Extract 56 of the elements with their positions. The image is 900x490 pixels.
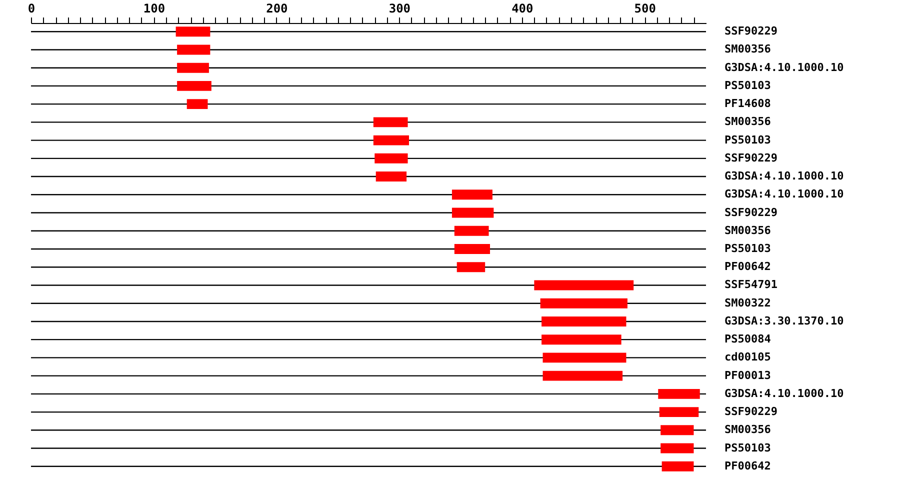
y-tick-label: PF14608 xyxy=(724,97,771,110)
bar xyxy=(374,153,408,164)
x-tick-label: 200 xyxy=(266,2,288,16)
bar xyxy=(542,352,626,363)
bar xyxy=(186,99,208,110)
y-tick-label: SSF90229 xyxy=(724,151,778,164)
bar xyxy=(659,407,699,418)
bar xyxy=(452,190,492,200)
bar xyxy=(452,208,494,218)
y-tick-label: SM00356 xyxy=(724,423,772,436)
bar xyxy=(454,226,489,236)
y-tick-label: G3DSA:4.10.1000.10 xyxy=(724,170,844,183)
bar xyxy=(542,370,623,381)
y-tick-label: SM00356 xyxy=(724,115,772,128)
y-tick-label: SM00356 xyxy=(724,224,772,237)
y-tick-label: SSF90229 xyxy=(724,206,778,219)
bar xyxy=(177,62,209,73)
bar xyxy=(454,244,490,254)
bar xyxy=(660,425,694,436)
y-tick-label: PF00642 xyxy=(724,260,771,274)
y-tick-label: SSF54791 xyxy=(724,278,778,292)
y-tick-label: G3DSA:4.10.1000.10 xyxy=(724,188,844,201)
y-tick-label: G3DSA:4.10.1000.10 xyxy=(724,60,844,74)
x-tick-label: 400 xyxy=(512,2,534,16)
bar xyxy=(373,117,408,128)
y-tick-label: G3DSA:4.10.1000.10 xyxy=(724,386,844,400)
y-tick-label: G3DSA:3.30.1370.10 xyxy=(724,314,844,328)
bar xyxy=(376,172,407,182)
bar xyxy=(540,298,628,308)
bar xyxy=(542,316,626,326)
y-tick-label: SSF90229 xyxy=(724,24,778,38)
x-tick-label: 0 xyxy=(28,2,36,16)
bar xyxy=(658,388,700,399)
bar xyxy=(373,135,409,146)
y-tick-label: SM00322 xyxy=(724,296,771,310)
y-tick-label: PF00013 xyxy=(724,368,771,382)
x-tick-label: 100 xyxy=(143,2,166,16)
bar xyxy=(542,334,622,345)
x-tick-label: 500 xyxy=(634,2,656,16)
y-tick-label: SM00356 xyxy=(724,42,772,56)
y-tick-label: PS50103 xyxy=(724,78,771,92)
bar xyxy=(534,280,634,290)
y-tick-label: PS50103 xyxy=(724,441,771,454)
y-tick-label: PS50103 xyxy=(724,133,771,146)
bar xyxy=(456,262,486,272)
bar xyxy=(177,80,212,91)
y-tick-label: PS50084 xyxy=(724,332,772,346)
y-tick-label: SSF90229 xyxy=(724,405,778,418)
bar xyxy=(177,44,210,55)
bar xyxy=(176,26,210,37)
bar xyxy=(662,461,694,472)
y-tick-label: PS50103 xyxy=(724,242,771,255)
x-tick-label: 300 xyxy=(388,2,411,16)
bar xyxy=(660,443,694,454)
y-tick-label: PF00642 xyxy=(724,459,771,472)
y-tick-label: cd00105 xyxy=(724,350,771,364)
